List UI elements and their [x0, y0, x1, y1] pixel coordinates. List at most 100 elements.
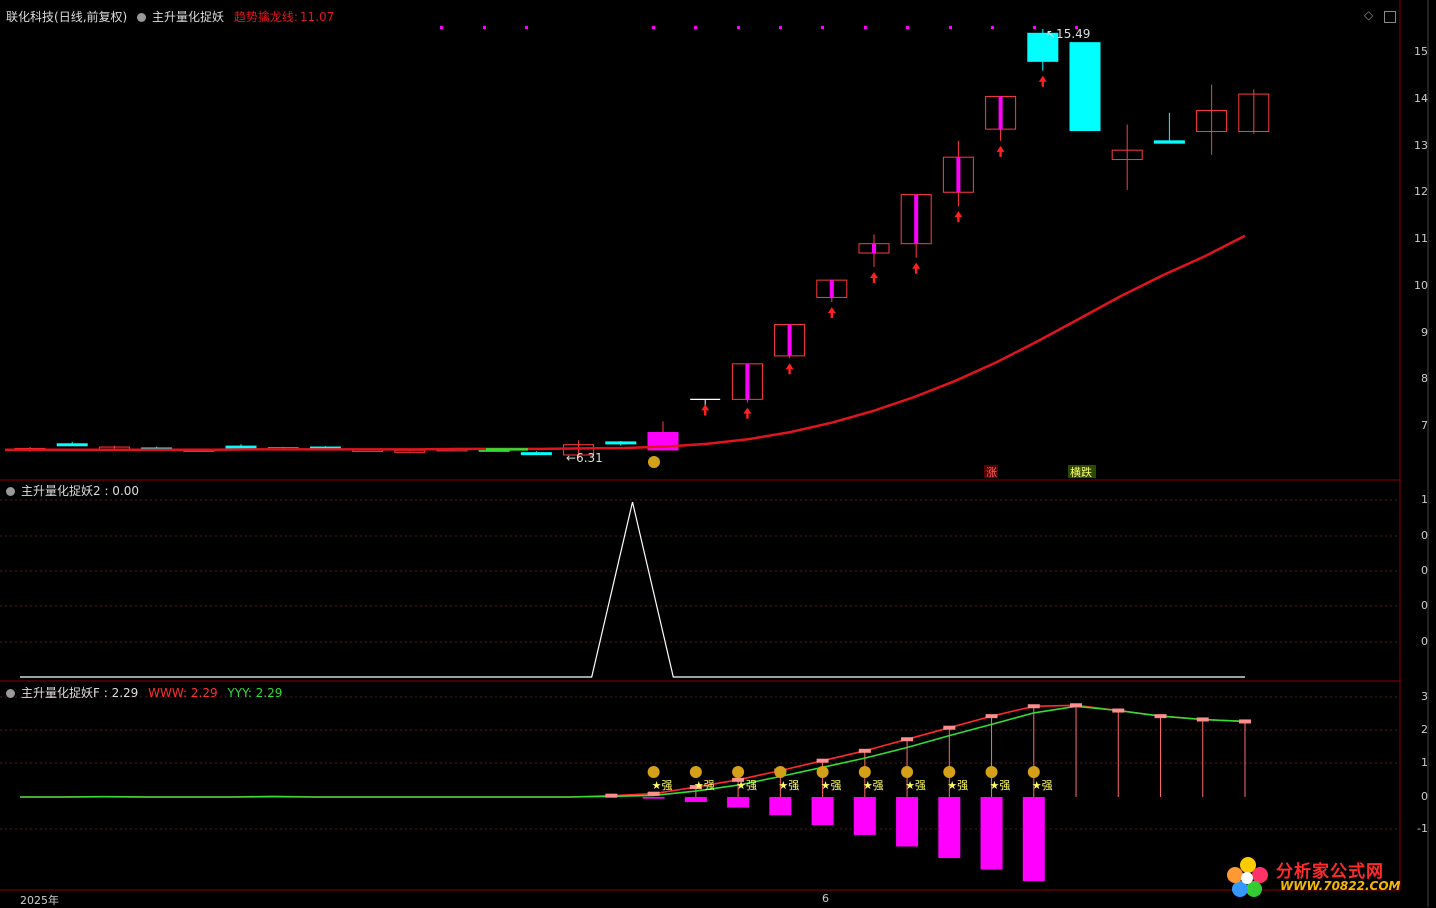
- top-dot-marker: [525, 26, 528, 29]
- toggle-dot-icon[interactable]: [137, 13, 147, 22]
- main-panel-title: 联化科技(日线,前复权) 主升量化捉妖 趋势擒龙线: 11.07: [6, 8, 340, 25]
- top-dot-marker: [1075, 26, 1078, 29]
- money-bag-icon: [648, 456, 660, 468]
- strong-label: ★强: [947, 779, 968, 792]
- high-price-marker: ↖15.49: [1046, 27, 1090, 41]
- panel3-www-marker: [901, 737, 914, 742]
- markers-layer: ↖15.49 ←6.31 涨 横跌: [440, 26, 1096, 479]
- strong-label: ★强: [821, 779, 842, 792]
- candle-body: [1153, 140, 1185, 144]
- candle-center-magenta: [998, 96, 1003, 130]
- panel3-neg-bar: [769, 797, 792, 816]
- money-bag-icon: [732, 766, 745, 778]
- panel3-title-row: 主升量化捉妖F : 2.29 WWW: 2.29 YYY: 2.29: [6, 684, 288, 701]
- up-arrow-icon: [870, 272, 878, 284]
- yyy-label: YYY: 2.29: [227, 686, 283, 700]
- strong-label: ★强: [990, 779, 1011, 792]
- watermark-url: WWW.70822.COM: [1280, 879, 1401, 893]
- y-tick-label: 3: [1421, 690, 1428, 703]
- y-tick-label: 7: [1421, 419, 1428, 432]
- up-arrow-icon: [785, 363, 794, 375]
- panel3-www-marker: [1154, 714, 1167, 719]
- top-dot-marker: [949, 26, 952, 29]
- toggle-dot-icon[interactable]: [6, 487, 15, 496]
- y-tick-label: 1: [1421, 493, 1428, 506]
- up-arrow-icon: [1038, 75, 1047, 87]
- top-dot-marker: [991, 26, 994, 29]
- y-tick-label: 0: [1421, 635, 1428, 648]
- strong-label: ★强: [736, 779, 757, 792]
- trend-line-label: 趋势擒龙线:: [233, 10, 298, 24]
- up-arrow-icon: [996, 145, 1005, 157]
- top-dot-marker: [906, 26, 909, 29]
- y-tick-label: -1: [1417, 822, 1428, 835]
- panel3-www-marker: [858, 748, 871, 753]
- panel3-www-marker: [985, 714, 998, 719]
- panel3-www-marker: [943, 725, 956, 730]
- strong-label: ★强: [905, 779, 926, 792]
- candle-center-magenta: [745, 363, 750, 400]
- panel3-www-line: [20, 704, 1246, 798]
- panel3-title[interactable]: 主升量化捉妖F : 2.29: [21, 686, 139, 700]
- y-tick-label: 9: [1421, 325, 1428, 339]
- strong-label: ★强: [1032, 779, 1053, 792]
- indicator-name[interactable]: 主升量化捉妖: [152, 10, 225, 24]
- panel2-grid: [0, 499, 1400, 643]
- toggle-dot-icon[interactable]: [6, 689, 15, 698]
- candle-center-magenta: [829, 280, 834, 298]
- y-tick-label: 14: [1414, 91, 1428, 105]
- panel3-neg-bar: [896, 797, 919, 847]
- candle-body: [56, 443, 88, 447]
- watermark-cn: 分析家公式网: [1276, 862, 1384, 882]
- up-arrow-icon: [912, 262, 921, 274]
- candles-layer: [14, 29, 1270, 459]
- panel3-neg-bar: [1022, 797, 1045, 882]
- panel3-grid: [0, 696, 1400, 830]
- candle-center-magenta: [787, 324, 792, 356]
- panel3-www-marker: [732, 777, 745, 782]
- top-dot-marker: [483, 26, 486, 29]
- panel3-neg-bar: [980, 797, 1003, 870]
- y-tick-label: 12: [1414, 185, 1428, 199]
- panel3-www-marker: [1112, 708, 1125, 713]
- candle-body: [520, 452, 552, 456]
- strong-label: ★强: [778, 779, 799, 792]
- y-tick-label: 8: [1421, 372, 1428, 386]
- candle-body: [605, 441, 637, 445]
- panel3-neg-bar: [811, 797, 834, 826]
- money-bag-icon: [858, 766, 871, 778]
- money-bag-icon: [774, 766, 787, 778]
- y-tick-label: 1: [1421, 756, 1428, 769]
- money-bag-icon: [901, 766, 914, 778]
- money-bag-icon: [647, 766, 660, 778]
- panel3-www-marker: [1196, 717, 1209, 722]
- up-arrow-icon: [827, 307, 836, 319]
- panel3-www-marker: [1070, 703, 1083, 708]
- up-arrow-icon: [954, 211, 963, 223]
- top-dot-marker: [652, 26, 655, 29]
- panel2-title[interactable]: 主升量化捉妖2 : 0.00: [21, 484, 140, 498]
- money-bag-icon: [816, 766, 829, 778]
- panel3-neg-bar: [938, 797, 961, 859]
- up-arrow-icon: [743, 407, 752, 419]
- y-tick-label: 15: [1414, 45, 1428, 58]
- panel3-neg-bar: [853, 797, 876, 835]
- panel2-layer: [20, 501, 1245, 678]
- maximize-icon[interactable]: [1384, 11, 1396, 23]
- flower-logo-icon: [1227, 857, 1268, 897]
- panel3-www-marker: [647, 791, 660, 796]
- top-dot-marker: [1033, 26, 1036, 29]
- tag-up-bg: [984, 465, 998, 478]
- top-dot-marker: [779, 26, 782, 29]
- money-bag-icon: [1027, 766, 1040, 778]
- candle-body: [1069, 42, 1101, 132]
- period-label[interactable]: (日线,前复权): [54, 10, 128, 24]
- panel3-yyy-line: [20, 705, 1246, 798]
- up-arrow-icon: [701, 404, 710, 416]
- top-dot-marker: [440, 26, 443, 29]
- stock-name[interactable]: 联化科技: [6, 10, 55, 24]
- diamond-icon[interactable]: ◇: [1364, 8, 1374, 22]
- candle-body: [1027, 32, 1059, 62]
